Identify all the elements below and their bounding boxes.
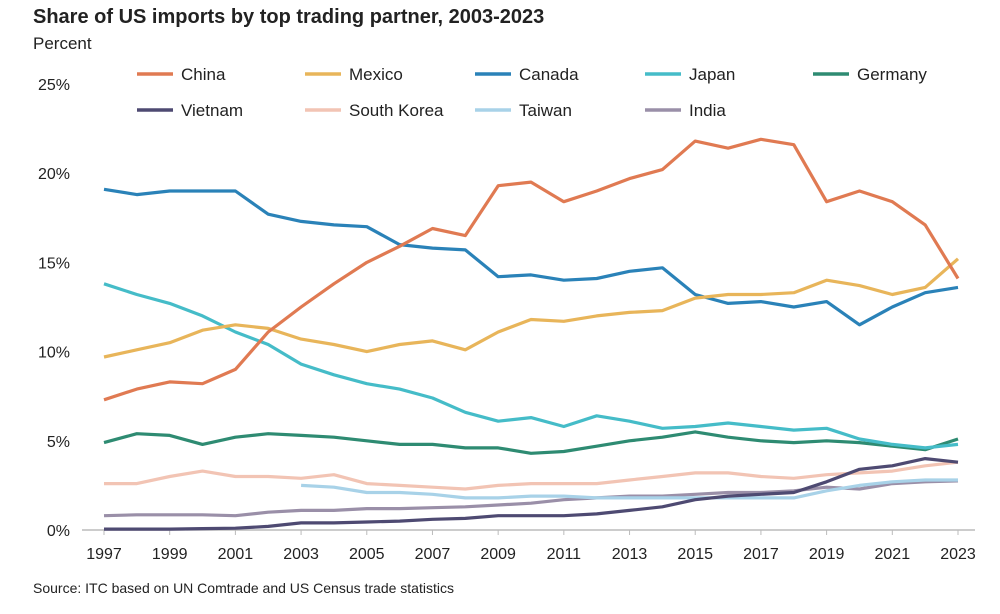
chart-title: Share of US imports by top trading partn… bbox=[33, 6, 545, 28]
x-tick-label: 2013 bbox=[612, 546, 648, 563]
legend-label-vietnam: Vietnam bbox=[181, 101, 243, 120]
legend-label-canada: Canada bbox=[519, 65, 579, 84]
series-line-vietnam bbox=[104, 457, 959, 531]
series-line-canada bbox=[103, 187, 959, 327]
series-line-japan bbox=[103, 282, 959, 450]
x-tick-label: 2005 bbox=[349, 546, 385, 563]
x-tick-label: 2021 bbox=[875, 546, 911, 563]
x-tick-label: 2007 bbox=[415, 546, 451, 563]
x-tick-label: 2003 bbox=[283, 546, 319, 563]
y-tick-label: 25% bbox=[38, 77, 70, 94]
legend-label-taiwan: Taiwan bbox=[519, 101, 572, 120]
x-tick-label: 2001 bbox=[218, 546, 254, 563]
series-line-china bbox=[103, 137, 960, 402]
x-tick-label: 2023 bbox=[940, 546, 976, 563]
x-tick-label: 2019 bbox=[809, 546, 845, 563]
legend-label-germany: Germany bbox=[857, 65, 927, 84]
series-line-germany bbox=[103, 430, 959, 455]
legend-label-south-korea: South Korea bbox=[349, 101, 444, 120]
x-tick-label: 1997 bbox=[86, 546, 122, 563]
legend-label-mexico: Mexico bbox=[349, 65, 403, 84]
y-tick-label: 5% bbox=[47, 434, 70, 451]
series-line-south-korea bbox=[104, 460, 959, 491]
legend-label-japan: Japan bbox=[689, 65, 735, 84]
y-tick-label: 0% bbox=[47, 523, 70, 540]
series-line-india bbox=[103, 479, 959, 518]
x-tick-label: 2015 bbox=[677, 546, 713, 563]
x-tick-label: 2011 bbox=[547, 546, 582, 563]
y-tick-label: 20% bbox=[38, 166, 70, 183]
y-tick-label: 15% bbox=[38, 255, 70, 272]
x-tick-label: 2009 bbox=[480, 546, 516, 563]
x-tick-label: 2017 bbox=[743, 546, 779, 563]
chart-subtitle: Percent bbox=[33, 34, 92, 53]
series-line-taiwan bbox=[301, 478, 958, 500]
y-tick-label: 10% bbox=[38, 345, 70, 362]
legend-label-china: China bbox=[181, 65, 226, 84]
x-tick-label: 1999 bbox=[152, 546, 188, 563]
legend-label-india: India bbox=[689, 101, 726, 120]
source-note: Source: ITC based on UN Comtrade and US … bbox=[33, 580, 454, 596]
series-line-mexico bbox=[103, 257, 960, 359]
